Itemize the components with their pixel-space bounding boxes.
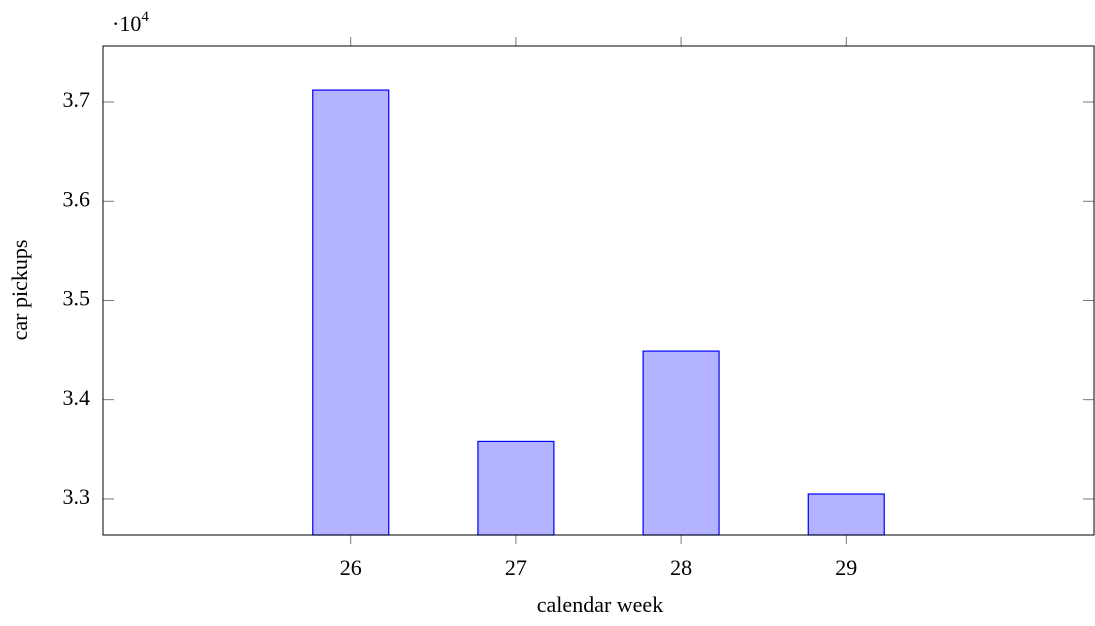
bar	[312, 89, 390, 536]
y-multiplier-base: ·10	[112, 11, 141, 36]
bar	[807, 493, 885, 536]
x-axis-label: calendar week	[537, 592, 663, 617]
y-tick-label: 3.6	[63, 186, 91, 211]
y-tick-label: 3.7	[63, 87, 91, 112]
x-tick-label: 29	[835, 555, 857, 580]
y-tick-label: 3.5	[63, 286, 91, 311]
bar	[477, 440, 555, 536]
y-axis-label: car pickups	[7, 240, 32, 341]
bar	[642, 350, 720, 536]
x-tick-label: 27	[505, 555, 527, 580]
y-tick-label: 3.3	[63, 484, 91, 509]
y-tick-label: 3.4	[63, 385, 91, 410]
x-tick-label: 26	[340, 555, 362, 580]
y-multiplier: ·104	[112, 9, 149, 36]
x-tick-label: 28	[670, 555, 692, 580]
plot-frame	[102, 45, 1095, 536]
y-multiplier-exponent: 4	[141, 9, 149, 25]
